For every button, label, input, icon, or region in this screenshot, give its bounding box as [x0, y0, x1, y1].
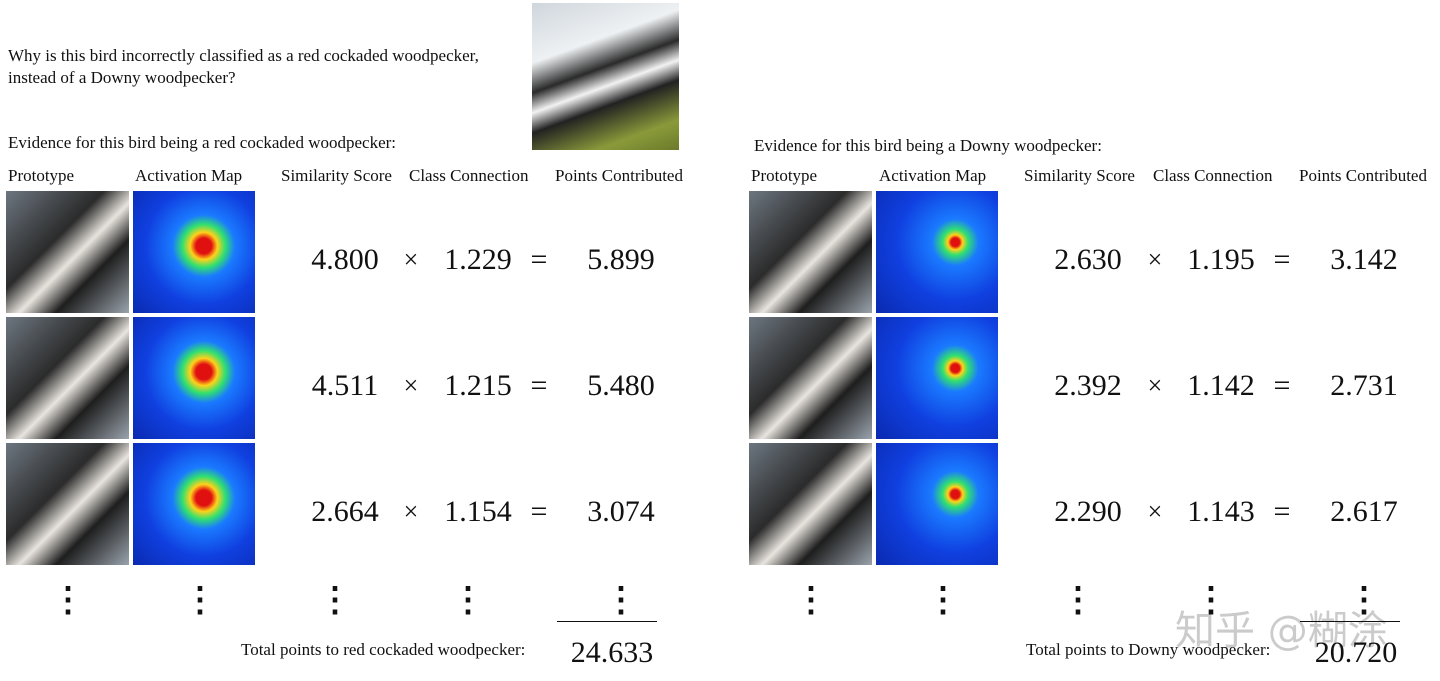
total-label: Total points to Downy woodpecker: — [1026, 640, 1271, 659]
similarity-score: 2.392 — [1054, 369, 1122, 402]
equals-sign: = — [530, 495, 548, 528]
class-connection: 1.143 — [1187, 495, 1255, 528]
column-header: Similarity Score — [1024, 166, 1135, 185]
activation-map — [133, 317, 255, 439]
equals-sign: = — [1273, 243, 1291, 276]
similarity-score: 4.800 — [311, 243, 379, 276]
equals-sign: = — [530, 369, 548, 402]
times-sign: × — [1147, 371, 1163, 400]
prototype-image — [749, 443, 872, 565]
activation-map — [133, 443, 255, 565]
times-sign: × — [1147, 497, 1163, 526]
equals-sign: = — [1273, 495, 1291, 528]
times-sign: × — [1147, 245, 1163, 274]
similarity-score: 2.290 — [1054, 495, 1122, 528]
similarity-score: 4.511 — [311, 369, 379, 402]
points-contributed: 3.074 — [587, 495, 655, 528]
column-header: Similarity Score — [281, 166, 392, 185]
times-sign: × — [403, 371, 419, 400]
panel-heading: Evidence for this bird being a Downy woo… — [754, 136, 1102, 155]
question-line: instead of a Downy woodpecker? — [8, 68, 236, 87]
similarity-score: 2.664 — [311, 495, 379, 528]
ellipsis: ⋮ — [926, 582, 960, 619]
prototype-image — [749, 191, 872, 313]
equals-sign: = — [530, 243, 548, 276]
query-image — [532, 3, 679, 150]
question-line: Why is this bird incorrectly classified … — [8, 46, 479, 65]
column-header: Points Contributed — [555, 166, 683, 185]
total-label: Total points to red cockaded woodpecker: — [241, 640, 526, 659]
points-contributed: 2.731 — [1330, 369, 1398, 402]
class-connection: 1.229 — [444, 243, 512, 276]
column-header: Class Connection — [409, 166, 529, 185]
ellipsis: ⋮ — [51, 582, 85, 619]
activation-map — [876, 443, 998, 565]
prototype-image — [6, 443, 129, 565]
points-contributed: 3.142 — [1330, 243, 1398, 276]
class-connection: 1.142 — [1187, 369, 1255, 402]
prototype-image — [6, 317, 129, 439]
sum-rule — [557, 621, 657, 622]
ellipsis: ⋮ — [604, 582, 638, 619]
prototype-image — [6, 191, 129, 313]
points-contributed: 5.480 — [587, 369, 655, 402]
column-header: Prototype — [8, 166, 75, 185]
times-sign: × — [403, 497, 419, 526]
column-header: Activation Map — [135, 166, 243, 185]
ellipsis: ⋮ — [451, 582, 485, 619]
ellipsis: ⋮ — [183, 582, 217, 619]
class-connection: 1.195 — [1187, 243, 1255, 276]
prototype-image — [749, 317, 872, 439]
ellipsis: ⋮ — [1347, 582, 1381, 619]
ellipsis: ⋮ — [1194, 582, 1228, 619]
panel-heading: Evidence for this bird being a red cocka… — [8, 133, 397, 152]
class-connection: 1.154 — [444, 495, 512, 528]
column-header: Prototype — [751, 166, 818, 185]
ellipsis: ⋮ — [318, 582, 352, 619]
ellipsis: ⋮ — [794, 582, 828, 619]
total-points: 24.633 — [570, 636, 654, 669]
column-header: Points Contributed — [1299, 166, 1427, 185]
column-header: Class Connection — [1153, 166, 1273, 185]
activation-map — [133, 191, 255, 313]
ellipsis: ⋮ — [1061, 582, 1095, 619]
class-connection: 1.215 — [444, 369, 512, 402]
watermark: 知乎 @糊涂 — [1175, 608, 1388, 654]
activation-map — [876, 191, 998, 313]
points-contributed: 2.617 — [1330, 495, 1398, 528]
column-header: Activation Map — [879, 166, 987, 185]
activation-map — [876, 317, 998, 439]
similarity-score: 2.630 — [1054, 243, 1122, 276]
equals-sign: = — [1273, 369, 1291, 402]
sum-rule — [1300, 621, 1400, 622]
total-points: 20.720 — [1314, 636, 1398, 669]
points-contributed: 5.899 — [587, 243, 655, 276]
times-sign: × — [403, 245, 419, 274]
